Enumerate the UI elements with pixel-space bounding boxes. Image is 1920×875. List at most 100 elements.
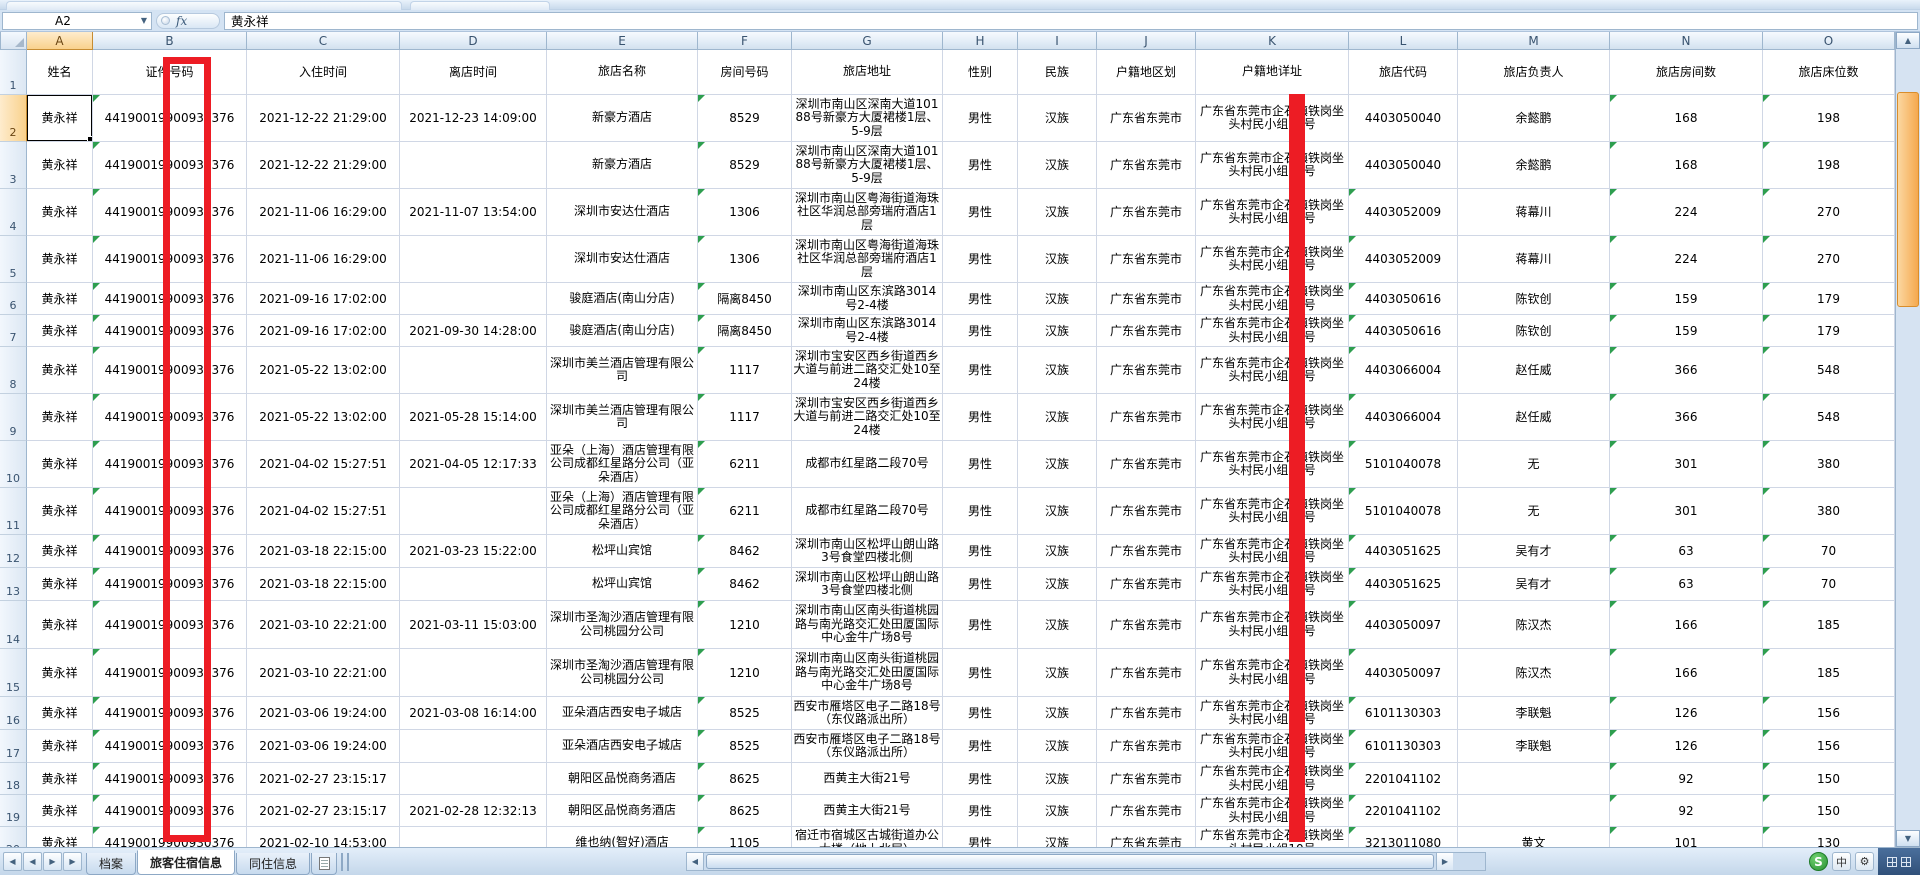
- cell-B5[interactable]: 44190019900930376: [93, 236, 247, 283]
- cell-H9[interactable]: 男性: [943, 394, 1018, 441]
- cell-N5[interactable]: 224: [1610, 236, 1763, 283]
- cell-G1[interactable]: 旅店地址: [792, 50, 943, 95]
- cell-I20[interactable]: 汉族: [1018, 827, 1097, 847]
- cell-O12[interactable]: 70: [1763, 535, 1895, 568]
- prev-sheet-button[interactable]: ◀: [23, 852, 42, 871]
- cell-C12[interactable]: 2021-03-18 22:15:00: [247, 535, 400, 568]
- cell-D17[interactable]: [400, 730, 547, 763]
- cell-D15[interactable]: [400, 649, 547, 697]
- row-header-16[interactable]: 16: [0, 697, 27, 730]
- row-header-12[interactable]: 12: [0, 535, 27, 568]
- cell-E8[interactable]: 深圳市美兰酒店管理有限公司: [547, 347, 698, 394]
- cell-N20[interactable]: 101: [1610, 827, 1763, 847]
- cell-E13[interactable]: 松坪山宾馆: [547, 568, 698, 601]
- cell-N1[interactable]: 旅店房间数: [1610, 50, 1763, 95]
- cell-L7[interactable]: 4403050616: [1349, 315, 1458, 347]
- cell-H17[interactable]: 男性: [943, 730, 1018, 763]
- cell-L6[interactable]: 4403050616: [1349, 283, 1458, 315]
- name-box[interactable]: A2 ▼: [2, 11, 152, 30]
- cell-O6[interactable]: 179: [1763, 283, 1895, 315]
- formula-bar-input[interactable]: 黄永祥: [224, 11, 1918, 30]
- row-header-1[interactable]: 1: [0, 50, 27, 95]
- cell-I3[interactable]: 汉族: [1018, 142, 1097, 189]
- scroll-down-button[interactable]: ▼: [1896, 830, 1920, 847]
- cell-O13[interactable]: 70: [1763, 568, 1895, 601]
- cell-L3[interactable]: 4403050040: [1349, 142, 1458, 189]
- cell-E20[interactable]: 维也纳(智好)酒店: [547, 827, 698, 847]
- cell-E1[interactable]: 旅店名称: [547, 50, 698, 95]
- tab-scrollbar-splitter[interactable]: [341, 852, 350, 871]
- cell-K14[interactable]: 广东省东莞市企石镇铁岗坐头村民小组10号: [1196, 601, 1349, 649]
- cell-M5[interactable]: 蒋幕川: [1458, 236, 1610, 283]
- cell-G15[interactable]: 深圳市南山区南头街道桃园路与南光路交汇处田厦国际中心金牛广场8号: [792, 649, 943, 697]
- cell-O10[interactable]: 380: [1763, 441, 1895, 488]
- cell-I6[interactable]: 汉族: [1018, 283, 1097, 315]
- row-header-2[interactable]: 2: [0, 95, 27, 142]
- cell-O3[interactable]: 198: [1763, 142, 1895, 189]
- column-header-I[interactable]: I: [1018, 32, 1097, 50]
- cell-G14[interactable]: 深圳市南山区南头街道桃园路与南光路交汇处田厦国际中心金牛广场8号: [792, 601, 943, 649]
- column-header-G[interactable]: G: [792, 32, 943, 50]
- cell-A4[interactable]: 黄永祥: [27, 189, 93, 236]
- cell-I18[interactable]: 汉族: [1018, 763, 1097, 795]
- cell-L11[interactable]: 5101040078: [1349, 488, 1458, 535]
- cell-H15[interactable]: 男性: [943, 649, 1018, 697]
- cell-O16[interactable]: 156: [1763, 697, 1895, 730]
- cell-O11[interactable]: 380: [1763, 488, 1895, 535]
- cell-G4[interactable]: 深圳市南山区粤海街道海珠社区华润总部旁瑞府酒店1层: [792, 189, 943, 236]
- sheet-tab-lodging-info-active[interactable]: 旅客住宿信息: [137, 850, 236, 875]
- row-header-5[interactable]: 5: [0, 236, 27, 283]
- column-header-N[interactable]: N: [1610, 32, 1763, 50]
- cell-D11[interactable]: [400, 488, 547, 535]
- cell-A12[interactable]: 黄永祥: [27, 535, 93, 568]
- cell-B2[interactable]: 44190019900930376: [93, 95, 247, 142]
- cell-M20[interactable]: 黄文: [1458, 827, 1610, 847]
- cell-J16[interactable]: 广东省东莞市: [1097, 697, 1196, 730]
- cell-A10[interactable]: 黄永祥: [27, 441, 93, 488]
- cell-A15[interactable]: 黄永祥: [27, 649, 93, 697]
- cell-H2[interactable]: 男性: [943, 95, 1018, 142]
- cell-H7[interactable]: 男性: [943, 315, 1018, 347]
- cell-H8[interactable]: 男性: [943, 347, 1018, 394]
- cell-G12[interactable]: 深圳市南山区松坪山朗山路3号食堂四楼北侧: [792, 535, 943, 568]
- cell-B16[interactable]: 44190019900930376: [93, 697, 247, 730]
- cell-L13[interactable]: 4403051625: [1349, 568, 1458, 601]
- cell-M3[interactable]: 余懿鹏: [1458, 142, 1610, 189]
- cell-K6[interactable]: 广东省东莞市企石镇铁岗坐头村民小组10号: [1196, 283, 1349, 315]
- cell-E12[interactable]: 松坪山宾馆: [547, 535, 698, 568]
- cell-I14[interactable]: 汉族: [1018, 601, 1097, 649]
- cell-J7[interactable]: 广东省东莞市: [1097, 315, 1196, 347]
- vertical-scrollbar[interactable]: ▲ ▼: [1895, 32, 1920, 847]
- cell-I12[interactable]: 汉族: [1018, 535, 1097, 568]
- cell-A2[interactable]: 黄永祥: [27, 95, 93, 142]
- cell-A13[interactable]: 黄永祥: [27, 568, 93, 601]
- cell-D12[interactable]: 2021-03-23 15:22:00: [400, 535, 547, 568]
- cell-H3[interactable]: 男性: [943, 142, 1018, 189]
- cell-O17[interactable]: 156: [1763, 730, 1895, 763]
- row-header-14[interactable]: 14: [0, 601, 27, 649]
- scroll-left-button[interactable]: ◀: [687, 853, 704, 870]
- cell-N6[interactable]: 159: [1610, 283, 1763, 315]
- cell-D18[interactable]: [400, 763, 547, 795]
- cell-D13[interactable]: [400, 568, 547, 601]
- cell-D9[interactable]: 2021-05-28 15:14:00: [400, 394, 547, 441]
- cell-C5[interactable]: 2021-11-06 16:29:00: [247, 236, 400, 283]
- cell-M18[interactable]: [1458, 763, 1610, 795]
- cell-F4[interactable]: 1306: [698, 189, 792, 236]
- row-header-19[interactable]: 19: [0, 795, 27, 827]
- cell-B8[interactable]: 44190019900930376: [93, 347, 247, 394]
- cell-J11[interactable]: 广东省东莞市: [1097, 488, 1196, 535]
- cell-H6[interactable]: 男性: [943, 283, 1018, 315]
- column-header-H[interactable]: H: [943, 32, 1018, 50]
- cell-K12[interactable]: 广东省东莞市企石镇铁岗坐头村民小组10号: [1196, 535, 1349, 568]
- cell-N16[interactable]: 126: [1610, 697, 1763, 730]
- cell-A8[interactable]: 黄永祥: [27, 347, 93, 394]
- cell-M6[interactable]: 陈钦创: [1458, 283, 1610, 315]
- sogou-input-icon[interactable]: S: [1809, 852, 1828, 871]
- cell-M10[interactable]: 无: [1458, 441, 1610, 488]
- grid-view-icon[interactable]: [1887, 857, 1897, 867]
- cell-L9[interactable]: 4403066004: [1349, 394, 1458, 441]
- cell-M9[interactable]: 赵任威: [1458, 394, 1610, 441]
- cell-J12[interactable]: 广东省东莞市: [1097, 535, 1196, 568]
- row-header-11[interactable]: 11: [0, 488, 27, 535]
